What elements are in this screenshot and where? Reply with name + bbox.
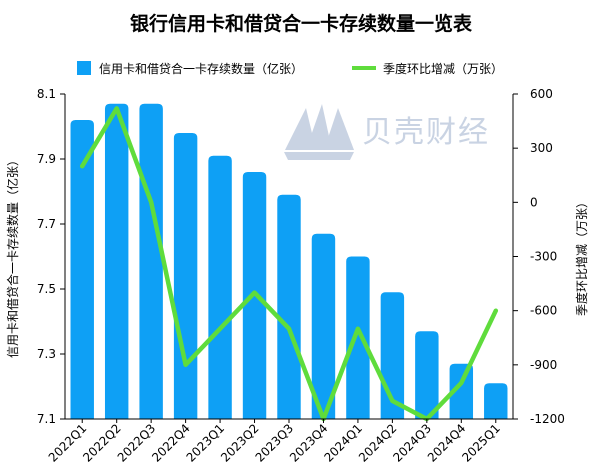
bar-2023Q1 (208, 155, 232, 419)
y-ticks-right: -1200 -900 -600 -300 0 300 600 (513, 87, 565, 426)
bar-2023Q4 (311, 233, 336, 419)
y-right-tick-label: -600 (530, 304, 557, 318)
y-right-tick-label: 0 (530, 195, 538, 209)
y-right-tick-label: 600 (530, 87, 553, 101)
y-left-tick-label: 8.1 (37, 87, 56, 101)
bar-2022Q2 (104, 103, 129, 419)
bar-2023Q3 (277, 194, 301, 419)
legend-bar-swatch (77, 61, 91, 75)
y-right-tick-label: -1200 (530, 412, 565, 426)
y-axis-right-label: 季度环比增减（万张） (574, 196, 589, 316)
bar-2022Q3 (139, 103, 163, 419)
y-left-tick-label: 7.5 (37, 282, 56, 296)
y-ticks-left: 7.1 7.3 7.5 7.7 7.9 8.1 (37, 87, 65, 426)
y-left-tick-label: 7.1 (37, 412, 56, 426)
y-right-tick-label: -900 (530, 358, 557, 372)
y-left-tick-label: 7.7 (37, 217, 56, 231)
bar-series (70, 103, 508, 419)
bar-2022Q4 (173, 133, 198, 419)
y-left-tick-label: 7.3 (37, 347, 56, 361)
watermark-text: 贝壳财经 (362, 115, 490, 150)
bar-2022Q1 (70, 120, 94, 419)
bar-2025Q1 (484, 383, 508, 419)
legend-bar-label: 信用卡和借贷合一卡存续数量（亿张） (99, 61, 303, 76)
y-left-tick-label: 7.9 (37, 152, 56, 166)
legend-line-label: 季度环比增减（万张） (383, 61, 503, 76)
x-tick-label: 2025Q1 (459, 421, 503, 465)
bar-2024Q4 (449, 363, 474, 419)
y-axis-left-label: 信用卡和借贷合一卡存续数量（亿张） (5, 154, 20, 358)
watermark: 贝壳财经 (284, 104, 490, 160)
x-ticks: 2022Q12022Q22022Q32022Q42023Q12023Q22023… (46, 419, 503, 465)
shell-logo-icon (284, 104, 354, 160)
bar-2024Q3 (415, 331, 439, 419)
y-right-tick-label: -300 (530, 250, 557, 264)
legend: 信用卡和借贷合一卡存续数量（亿张） 季度环比增减（万张） (77, 61, 503, 76)
y-right-tick-label: 300 (530, 141, 553, 155)
chart-title: 银行信用卡和借贷合一卡存续数量一览表 (130, 12, 473, 35)
bar-2024Q1 (346, 256, 370, 419)
